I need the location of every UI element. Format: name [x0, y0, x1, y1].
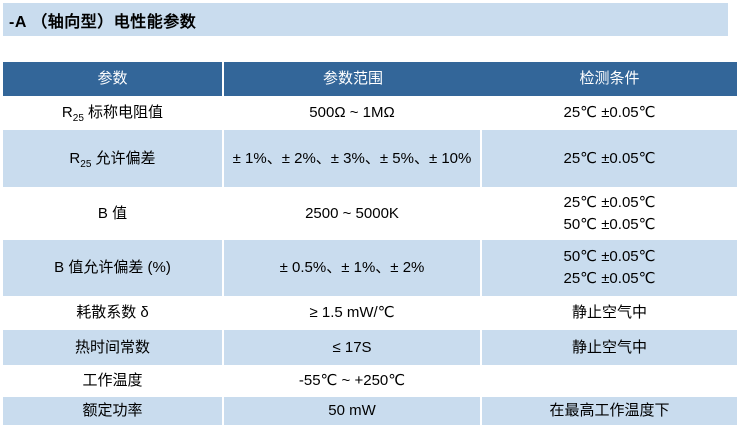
condition-cell: 静止空气中 [482, 296, 737, 330]
param-label: R25 标称电阻值 [61, 104, 164, 125]
condition-line: 静止空气中 [571, 304, 647, 322]
table-row: 热时间常数 ≤ 17S 静止空气中 [3, 330, 737, 365]
condition-line: 静止空气中 [571, 338, 647, 356]
condition-line: 50℃ ±0.05℃ [563, 215, 656, 233]
condition-cell: 在最高工作温度下 [482, 397, 737, 425]
range-cell: ± 1%、± 2%、± 3%、± 5%、± 10% [224, 130, 482, 187]
condition-line: 在最高工作温度下 [549, 402, 670, 420]
param-label: B 值 [97, 204, 128, 222]
table-header-row: 参数 参数范围 检测条件 [3, 62, 737, 96]
param-label: 耗散系数 δ [76, 304, 149, 322]
condition-cell: 50℃ ±0.05℃ 25℃ ±0.05℃ [482, 240, 737, 296]
condition-cell: 25℃ ±0.05℃ [482, 130, 737, 187]
param-cell: 额定功率 [3, 397, 224, 425]
range-cell: 50 mW [224, 397, 482, 425]
param-cell: 耗散系数 δ [3, 296, 224, 330]
range-cell: 500Ω ~ 1MΩ [224, 96, 482, 130]
param-label: R25 允许偏差 [69, 149, 156, 170]
range-cell: -55℃ ~ +250℃ [224, 365, 482, 397]
param-cell: B 值 [3, 187, 224, 240]
section-title-bar: -A （轴向型）电性能参数 [3, 3, 728, 36]
condition-cell [482, 365, 737, 397]
param-label: 额定功率 [82, 402, 143, 420]
condition-line: 25℃ ±0.05℃ [563, 149, 656, 167]
header-cell-parameter: 参数 [3, 62, 224, 96]
section-title: -A （轴向型）电性能参数 [9, 13, 197, 31]
table-row: R25 允许偏差 ± 1%、± 2%、± 3%、± 5%、± 10% 25℃ ±… [3, 130, 737, 187]
param-cell: B 值允许偏差 (%) [3, 240, 224, 296]
condition-cell: 25℃ ±0.05℃ 50℃ ±0.05℃ [482, 187, 737, 240]
condition-line: 50℃ ±0.05℃ [563, 248, 656, 266]
table-row: 耗散系数 δ ≥ 1.5 mW/℃ 静止空气中 [3, 296, 737, 330]
table-row: 工作温度 -55℃ ~ +250℃ [3, 365, 737, 397]
table-row: B 值允许偏差 (%) ± 0.5%、± 1%、± 2% 50℃ ±0.05℃ … [3, 240, 737, 296]
table-row: 额定功率 50 mW 在最高工作温度下 [3, 397, 737, 425]
param-cell: 工作温度 [3, 365, 224, 397]
param-cell: 热时间常数 [3, 330, 224, 365]
parameters-table: 参数 参数范围 检测条件 R25 标称电阻值 500Ω ~ 1MΩ 25℃ ±0… [3, 62, 737, 425]
condition-cell: 25℃ ±0.05℃ [482, 96, 737, 130]
table-row: B 值 2500 ~ 5000K 25℃ ±0.05℃ 50℃ ±0.05℃ [3, 187, 737, 240]
range-cell: 2500 ~ 5000K [224, 187, 482, 240]
param-cell: R25 标称电阻值 [3, 96, 224, 130]
condition-cell: 静止空气中 [482, 330, 737, 365]
param-label: B 值允许偏差 (%) [54, 259, 171, 277]
condition-line: 25℃ ±0.05℃ [563, 104, 656, 122]
param-label: 热时间常数 [74, 338, 150, 356]
table-row: R25 标称电阻值 500Ω ~ 1MΩ 25℃ ±0.05℃ [3, 96, 737, 130]
range-cell: ± 0.5%、± 1%、± 2% [224, 240, 482, 296]
param-cell: R25 允许偏差 [3, 130, 224, 187]
header-cell-condition: 检测条件 [482, 62, 737, 96]
condition-line: 25℃ ±0.05℃ [563, 270, 656, 287]
param-label: 工作温度 [82, 372, 143, 390]
condition-line: 25℃ ±0.05℃ [563, 193, 656, 211]
header-cell-range: 参数范围 [224, 62, 482, 96]
range-cell: ≥ 1.5 mW/℃ [224, 296, 482, 330]
range-cell: ≤ 17S [224, 330, 482, 365]
